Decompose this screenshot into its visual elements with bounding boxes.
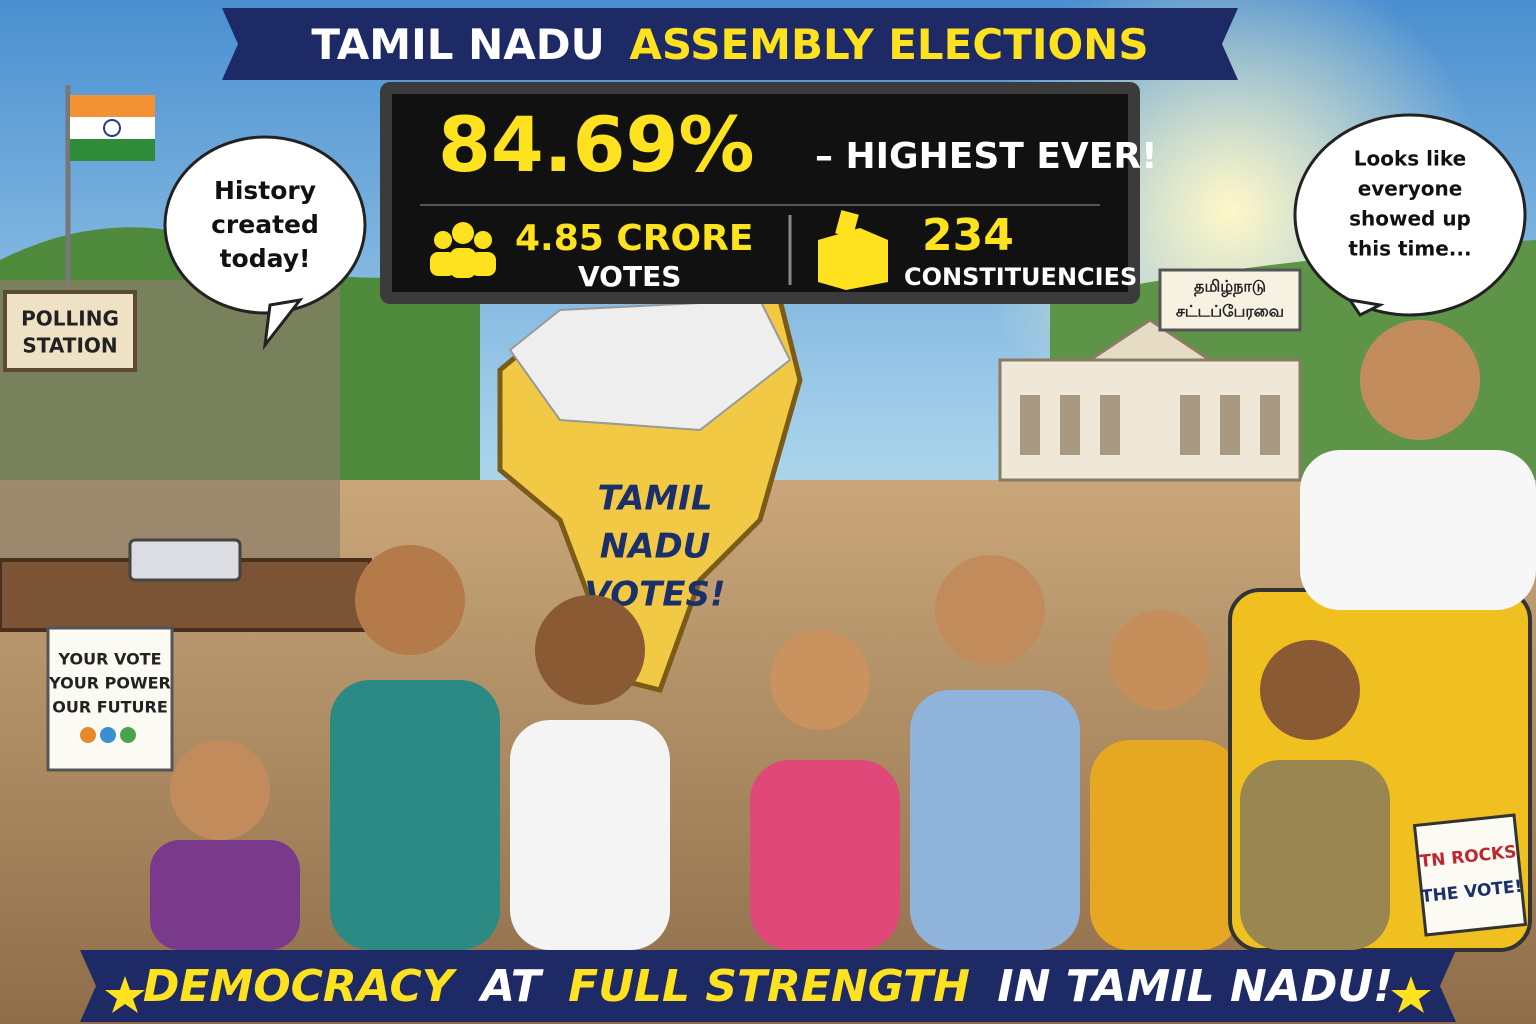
bubble-text: History [214,176,316,205]
header-title: TAMIL NADU ASSEMBLY ELECTIONS [311,20,1148,69]
speech-bubble-right [1293,113,1527,317]
bubble-text: Looks like [1354,147,1466,171]
bubble-tail [1346,297,1385,317]
polling-sign-text: STATION [22,334,117,358]
votes-label: VOTES [578,260,681,293]
assembly-sign-text: சட்டப்பேரவை [1176,302,1284,321]
turnout-note: – HIGHEST EVER! [815,136,1158,177]
bubble-text: created [211,210,319,239]
star [1391,976,1431,1013]
constituencies-value: 234 [922,210,1014,261]
footer-banner [80,950,1456,1022]
header-title-part: TAMIL NADU [311,20,604,69]
crowd [150,320,1536,952]
header-title-part: ASSEMBLY ELECTIONS [629,20,1148,69]
vote-poster [46,626,174,772]
bubble-text: this time... [1348,237,1471,261]
poster-people [80,727,136,743]
people-icon [430,222,496,278]
footer-title: DEMOCRACY AT FULL STRENGTH IN TAMIL NADU… [143,961,1393,1012]
turnout: 84.69% [438,100,755,189]
bubble-text: today! [220,244,311,273]
footer-part: IN TAMIL NADU! [997,961,1393,1012]
india-flag [65,85,155,290]
footer-part: DEMOCRACY [143,961,458,1012]
bubble-text: everyone [1358,177,1463,201]
star [105,976,145,1013]
auto-sign [1412,813,1528,937]
vote-poster-text: OUR FUTURE [52,698,168,717]
ballots [508,298,792,432]
assembly-sign-text: தமிழ்நாடு [1194,277,1266,297]
vote-poster-text: YOUR VOTE [57,650,161,669]
evm [128,538,242,582]
bubble-tail [262,297,304,351]
footer-part: FULL STRENGTH [568,961,970,1012]
header-banner [222,8,1238,80]
map-text: NADU [600,527,711,567]
speech-bubble-left [163,135,367,315]
board [392,94,1128,292]
polling-sign [3,290,137,372]
polling-sign-text: POLLING [21,307,119,331]
bubble-text: showed up [1349,207,1471,231]
votes-value: 4.85 CRORE [515,218,753,259]
constituencies-label: CONSTITUENCIES [904,263,1137,291]
footer-part: AT [478,961,544,1012]
vote-poster-text: YOUR POWER [48,674,171,693]
ballot-box-icon [818,210,888,290]
assembly-building [998,268,1302,482]
map-text: TAMIL [597,479,712,519]
